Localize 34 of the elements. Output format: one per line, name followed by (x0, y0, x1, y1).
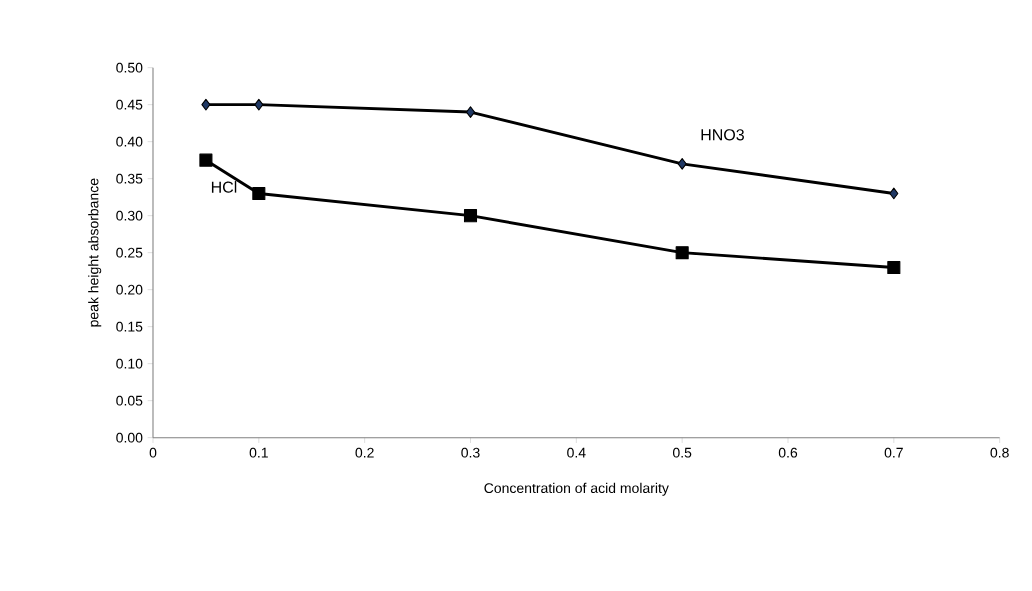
series-label: HNO3 (701, 129, 744, 141)
x-tick-label: 0.1 (249, 447, 268, 458)
point (675, 246, 689, 260)
point (201, 98, 211, 111)
y-tick-label: 0.40 (116, 136, 143, 147)
x-tick-label: 0.2 (355, 447, 374, 458)
y-tick-label: 0.45 (116, 99, 143, 110)
point (199, 153, 213, 167)
y-tick-label: 0.10 (116, 358, 143, 369)
x-tick-label: 0.8 (990, 447, 1009, 458)
x-tick-label: 0.6 (778, 447, 798, 458)
point (889, 187, 899, 200)
point (465, 106, 476, 119)
point (254, 98, 264, 111)
y-tick-label: 0.15 (116, 321, 143, 332)
x-tick-label: 0.4 (567, 447, 586, 458)
y-tick-label: 0.20 (116, 284, 143, 295)
y-tick-label: 0.05 (116, 395, 143, 406)
series-label: HCl (211, 181, 237, 193)
x-tick-label: 0.3 (461, 447, 480, 458)
point (463, 209, 478, 223)
y-tick-label: 0.50 (116, 62, 143, 73)
point (677, 158, 687, 170)
point (887, 261, 901, 275)
x-axis-title: Concentration of acid molarity (484, 482, 669, 496)
y-tick-label: 0.35 (116, 173, 143, 184)
x-tick-label: 0 (149, 447, 157, 458)
y-tick-label: 0.30 (116, 210, 143, 221)
y-tick-label: 0.25 (116, 247, 143, 258)
x-tick-label: 0.7 (884, 447, 903, 458)
y-tick-label: 0.00 (116, 432, 143, 443)
x-tick-label: 0.5 (672, 447, 692, 458)
point (252, 187, 266, 201)
y-axis-title: peak height absorbance (88, 178, 102, 327)
